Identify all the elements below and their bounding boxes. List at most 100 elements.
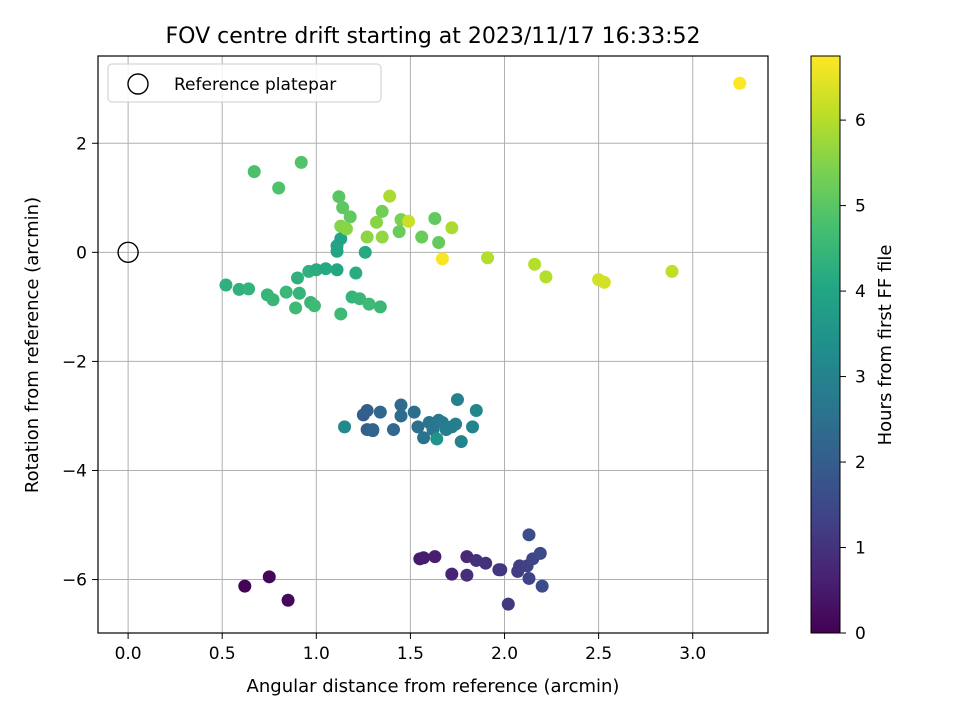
colorbar-tick-label: 6 <box>855 111 866 131</box>
data-point <box>432 236 446 250</box>
x-axis: 0.0 0.5 1.0 1.5 2.0 2.5 3.0 <box>115 633 706 664</box>
colorbar <box>810 55 841 634</box>
colorbar-tick-label: 4 <box>855 282 866 302</box>
data-point <box>294 155 308 169</box>
data-point <box>219 278 233 292</box>
data-point <box>417 431 431 445</box>
colorbar-ticks: 0 1 2 3 4 5 6 <box>840 111 866 644</box>
data-point <box>375 230 389 244</box>
data-point <box>336 201 350 215</box>
data-point <box>430 432 444 446</box>
data-point <box>435 252 449 266</box>
data-point <box>279 285 293 299</box>
y-tick-label: −4 <box>62 461 87 481</box>
data-point <box>417 551 431 565</box>
x-tick-label: 0.5 <box>209 644 236 664</box>
x-tick-label: 1.5 <box>397 644 424 664</box>
data-point <box>402 214 416 228</box>
y-axis: −6 −4 −2 0 2 <box>62 134 98 591</box>
y-tick-label: −2 <box>62 352 87 372</box>
colorbar-tick-label: 0 <box>855 624 866 644</box>
data-point <box>479 556 493 570</box>
data-point <box>292 286 306 300</box>
y-tick-label: −6 <box>62 571 87 591</box>
data-point <box>445 567 459 581</box>
x-tick-label: 2.5 <box>585 644 612 664</box>
data-point <box>597 275 611 289</box>
plot-frame <box>97 55 769 634</box>
data-point <box>481 251 495 265</box>
data-point <box>281 593 295 607</box>
data-point <box>466 420 480 434</box>
data-point <box>307 299 321 313</box>
data-point <box>232 282 246 296</box>
data-point <box>428 212 442 226</box>
data-point <box>375 204 389 218</box>
data-point <box>383 189 397 203</box>
legend-box <box>107 63 382 103</box>
data-point <box>338 420 352 434</box>
data-point <box>360 403 374 417</box>
reference-platepar-marker <box>117 241 139 264</box>
colorbar-gradient <box>811 56 840 633</box>
data-point <box>349 266 363 280</box>
data-point <box>449 417 463 431</box>
data-point <box>334 307 348 321</box>
legend: Reference platepar <box>107 63 382 103</box>
data-point <box>445 221 459 235</box>
data-point <box>332 190 346 204</box>
data-point <box>370 215 384 229</box>
y-axis-label: Rotation from reference (arcmin) <box>22 197 43 493</box>
data-point <box>330 263 344 277</box>
data-point <box>343 210 357 224</box>
data-point <box>528 257 542 271</box>
data-point <box>394 398 408 412</box>
data-point <box>450 393 464 407</box>
data-point <box>373 405 387 419</box>
data-point <box>415 230 429 244</box>
colorbar-tick-label: 3 <box>855 368 866 388</box>
data-point <box>290 271 304 285</box>
data-point <box>411 420 425 434</box>
colorbar-tick-label: 2 <box>855 453 866 473</box>
chart-title: FOV centre drift starting at 2023/11/17 … <box>166 24 701 49</box>
data-point <box>454 435 468 449</box>
data-point <box>501 597 515 611</box>
data-point <box>392 225 406 239</box>
data-point <box>319 262 333 276</box>
data-point <box>358 245 372 259</box>
legend-open-circle-icon <box>127 73 149 95</box>
data-point <box>242 282 256 296</box>
data-point <box>460 568 474 582</box>
data-point <box>494 563 508 577</box>
data-point <box>247 165 261 179</box>
x-tick-label: 3.0 <box>679 644 706 664</box>
data-point <box>353 292 367 306</box>
data-point <box>394 409 408 423</box>
x-tick-label: 0.0 <box>115 644 142 664</box>
data-point <box>469 403 483 417</box>
data-point <box>407 405 421 419</box>
data-points <box>219 76 747 611</box>
data-point <box>522 528 536 542</box>
colorbar-frame <box>810 55 841 634</box>
data-point <box>373 300 387 314</box>
data-point <box>386 423 400 437</box>
colorbar-tick-label: 1 <box>855 539 866 559</box>
data-point <box>266 293 280 307</box>
data-point <box>362 297 376 311</box>
data-point <box>533 546 547 560</box>
data-point <box>272 181 286 195</box>
data-point <box>262 570 276 584</box>
grid <box>98 56 768 633</box>
data-point <box>535 579 549 593</box>
x-tick-label: 2.0 <box>491 644 518 664</box>
data-point <box>360 230 374 244</box>
data-point <box>539 270 553 284</box>
data-point <box>428 550 442 564</box>
x-tick-label: 1.0 <box>303 644 330 664</box>
x-axis-label: Angular distance from reference (arcmin) <box>247 676 620 697</box>
data-point <box>289 301 303 315</box>
data-point <box>334 232 348 246</box>
